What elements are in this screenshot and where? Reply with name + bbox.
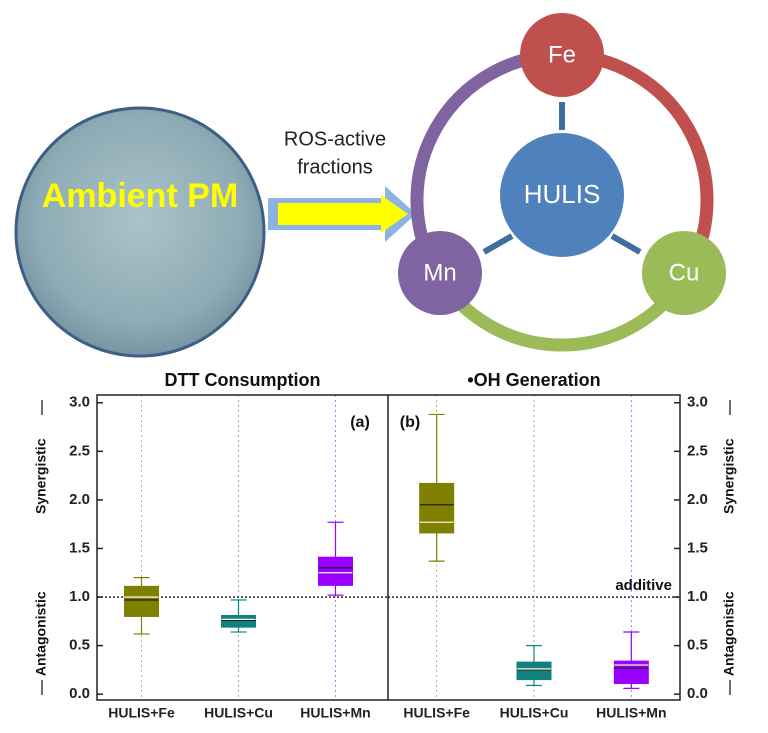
box [221,614,256,628]
pm-circle [14,106,266,358]
arrow [278,195,408,233]
arrow-label: ROS-active [284,128,386,150]
panel-label: (a) [350,414,370,431]
x-tick-label: HULIS+Fe [108,705,175,721]
y-tick-label: 2.0 [687,491,708,508]
node-label: Cu [669,259,700,286]
box [318,556,353,586]
source-label: Ambient PM [42,177,238,215]
ring-arc [561,48,714,276]
panel-label: (b) [400,414,420,431]
y-tick-label: 2.0 [69,491,90,508]
box [613,660,649,684]
y-tick-label: 0.5 [687,637,708,654]
chart-title: •OH Generation [467,370,600,390]
y-axis-label: Antagonistic [721,591,737,676]
y-tick-label: 0.5 [69,637,90,654]
mn-node [398,231,482,315]
y-tick-label: 1.0 [687,588,708,605]
x-tick-label: HULIS+Fe [403,705,470,721]
y-axis-label: Antagonistic [33,591,49,676]
box [516,661,552,681]
reference-label: additive [615,577,672,594]
y-tick-label: 3.0 [687,394,708,411]
x-tick-label: HULIS+Cu [500,705,569,721]
hulis-node [500,133,624,257]
box [124,585,159,617]
y-tick-label: 2.5 [687,442,708,459]
y-axis-label: Synergistic [33,438,49,514]
y-axis-label: Synergistic [721,438,737,514]
node-label: HULIS [524,179,601,209]
links [482,102,642,255]
y-tick-label: 0.0 [69,685,90,702]
box [419,482,455,534]
node-label: Mn [423,259,456,286]
ring-arc [410,48,563,276]
cu-node [642,231,726,315]
x-tick-label: HULIS+Cu [204,705,273,721]
fe-node [520,13,604,97]
y-tick-label: 3.0 [69,394,90,411]
node-label: Fe [548,41,576,68]
x-tick-label: HULIS+Mn [300,705,370,721]
arrow-label: fractions [297,156,373,178]
chart-title: DTT Consumption [165,370,321,390]
y-tick-label: 1.5 [69,539,90,556]
y-tick-label: 1.0 [69,588,90,605]
x-tick-label: HULIS+Mn [596,705,666,721]
y-tick-label: 0.0 [687,685,708,702]
y-tick-label: 2.5 [69,442,90,459]
y-tick-label: 1.5 [687,539,708,556]
